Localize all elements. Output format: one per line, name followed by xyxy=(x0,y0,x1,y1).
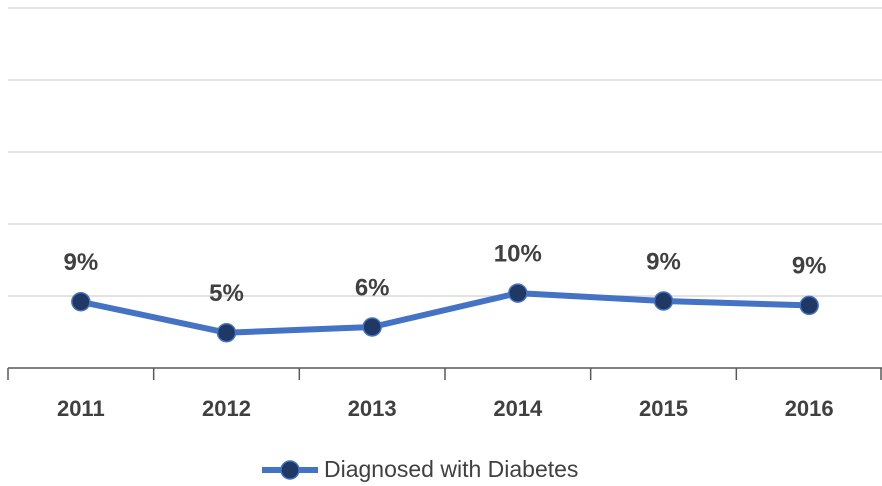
data-label: 9% xyxy=(646,248,681,275)
x-tick-label: 2012 xyxy=(202,396,251,421)
x-tick-label: 2013 xyxy=(348,396,397,421)
legend-marker xyxy=(280,460,300,480)
data-label: 9% xyxy=(792,253,827,280)
data-point xyxy=(216,322,237,343)
data-point xyxy=(799,295,819,316)
x-tick-label: 2015 xyxy=(639,396,688,421)
data-label: 10% xyxy=(494,240,542,267)
series-line xyxy=(80,290,810,336)
data-label: 5% xyxy=(209,280,244,307)
data-point xyxy=(508,283,528,303)
data-point xyxy=(71,292,91,312)
x-tick-label: 2016 xyxy=(785,396,834,421)
data-point xyxy=(653,291,674,311)
x-tick-label: 2014 xyxy=(493,396,543,421)
legend-label: Diagnosed with Diabetes xyxy=(324,456,578,482)
x-tick-label: 2011 xyxy=(57,396,105,421)
data-label: 6% xyxy=(355,274,390,301)
data-point xyxy=(362,317,382,337)
data-label: 9% xyxy=(63,249,98,276)
